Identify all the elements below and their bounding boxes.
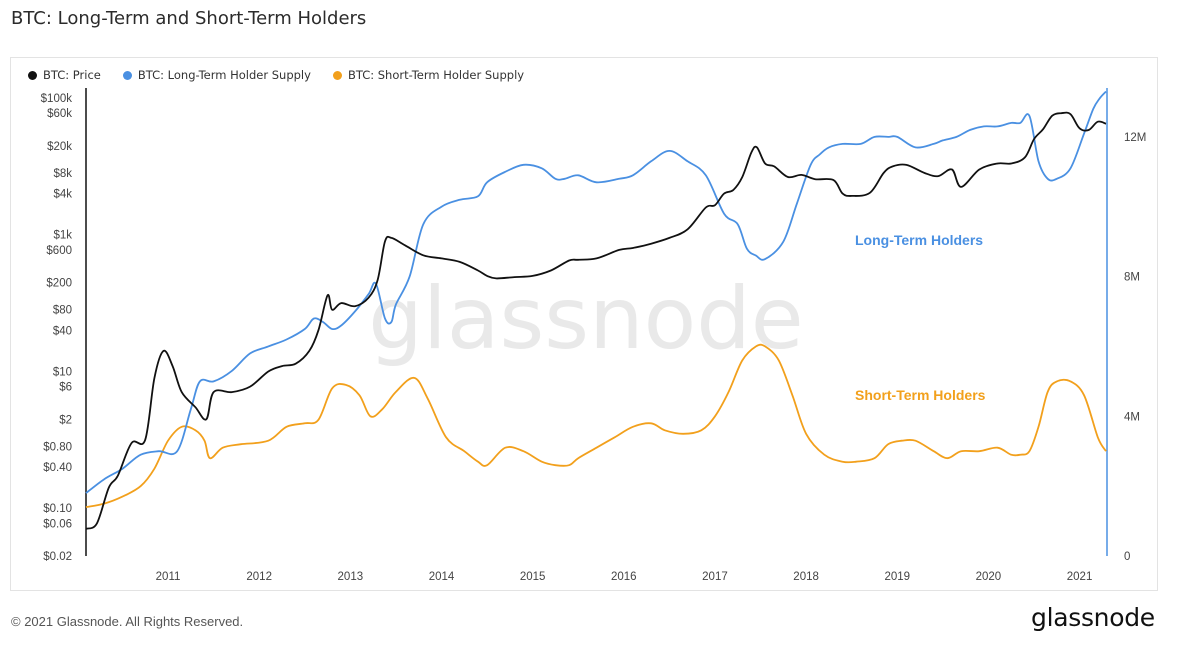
y-left-tick-label: $600 [46,245,72,257]
y-left-tick-label: $1k [53,230,72,242]
y-left-tick-label: $60k [47,108,72,120]
x-tick-label: 2016 [611,571,637,583]
y-left-tick-label: $200 [46,278,72,290]
y-left-tick-label: $80 [53,305,72,317]
x-tick-label: 2019 [884,571,910,583]
y-left-tick-label: $40 [53,325,72,337]
y-left-tick-label: $0.80 [43,441,72,453]
series-line-sth [85,343,1107,508]
x-tick-label: 2015 [520,571,546,583]
y-right-tick-label: 0 [1124,551,1130,563]
x-tick-label: 2020 [976,571,1002,583]
legend-dot-price [28,70,37,80]
y-left-tick-label: $0.10 [43,503,72,515]
y-left-tick-label: $10 [53,366,72,378]
x-tick-label: 2017 [702,571,728,583]
y-left-tick-label: $0.40 [43,462,72,474]
y-left-tick-label: $0.02 [43,551,72,563]
legend-label-price: BTC: Price [43,68,101,82]
x-tick-label: 2021 [1067,571,1093,583]
series-line-price [85,111,1107,530]
x-tick-label: 2012 [246,571,272,583]
x-tick-label: 2011 [156,571,181,583]
y-left-tick-label: $6 [59,382,72,394]
footer-copyright: © 2021 Glassnode. All Rights Reserved. [11,614,244,629]
glassnode-logo[interactable]: glassnode [1031,603,1155,632]
y-left-tick-label: $4k [53,189,72,201]
legend-item-sth[interactable]: BTC: Short-Term Holder Supply [332,68,525,82]
x-tick-label: 2013 [338,571,364,583]
y-left-tick-label: $100k [41,93,73,105]
y-left-tick-label: $20k [47,141,72,153]
x-tick-label: 2018 [793,571,819,583]
annotation-short-term: Short-Term Holders [855,387,986,403]
y-left-tick-label: $2 [59,414,72,426]
legend-item-lth[interactable]: BTC: Long-Term Holder Supply [122,68,311,82]
y-left-tick-label: $0.06 [43,518,72,530]
annotation-long-term: Long-Term Holders [855,232,983,248]
y-left-tick-label: $8k [53,168,72,180]
y-right-tick-label: 8M [1124,272,1140,284]
legend-dot-sth [332,70,342,80]
legend-label-lth: BTC: Long-Term Holder Supply [137,68,311,82]
series-line-lth [85,90,1107,494]
legend-item-price[interactable]: BTC: Price [28,68,101,82]
legend-dot-lth [122,70,132,80]
watermark-text: glassnode [368,269,803,369]
y-right-tick-label: 4M [1124,411,1140,423]
chart-frame [10,57,1158,591]
y-right-tick-label: 12M [1124,132,1146,144]
chart-legend: BTC: Price BTC: Long-Term Holder Supply … [28,68,524,82]
legend-label-sth: BTC: Short-Term Holder Supply [347,68,525,82]
x-tick-label: 2014 [429,571,455,583]
chart-title: BTC: Long-Term and Short-Term Holders [11,8,367,29]
